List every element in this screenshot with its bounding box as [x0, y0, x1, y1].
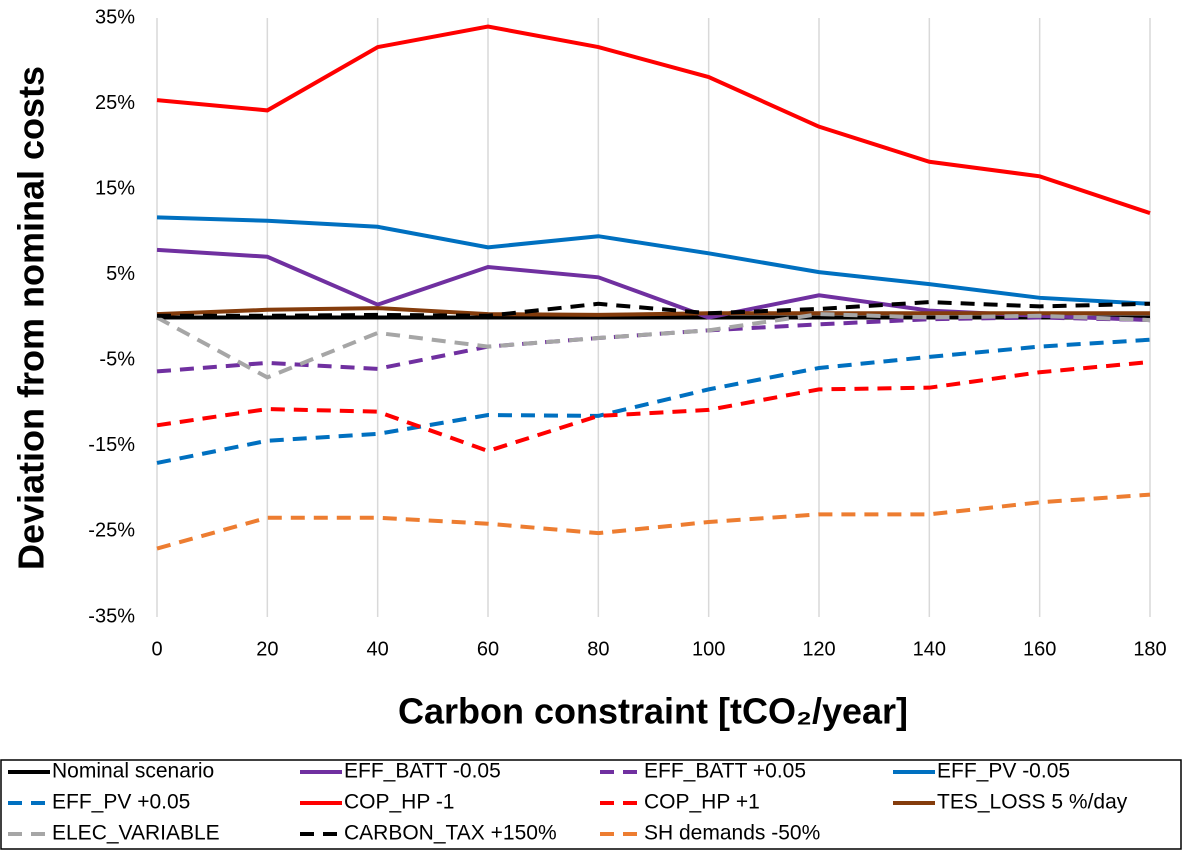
legend-label: TES_LOSS 5 %/day: [937, 791, 1128, 814]
legend-label: EFF_PV +0.05: [52, 791, 190, 814]
series-line: [156, 312, 1151, 380]
series-line: [156, 492, 1151, 551]
legend-label: COP_HP -1: [344, 791, 455, 814]
series-line: [157, 300, 1151, 318]
y-tick-label: -5%: [99, 349, 135, 371]
x-tick-label: 140: [913, 638, 946, 660]
legend-label: SH demands -50%: [644, 822, 820, 845]
series-line: [156, 360, 1151, 454]
x-tick-label: 180: [1133, 638, 1166, 660]
x-tick-label: 40: [367, 638, 389, 660]
x-tick-label: 20: [256, 638, 278, 660]
x-tick-label: 120: [802, 638, 835, 660]
x-tick-label: 160: [1023, 638, 1056, 660]
legend-box: [0, 759, 1182, 850]
legend-label: ELEC_VARIABLE: [52, 822, 220, 845]
y-tick-label: -15%: [88, 434, 135, 456]
legend-label: EFF_PV -0.05: [937, 760, 1070, 783]
y-tick-label: 15%: [95, 177, 135, 199]
x-tick-label: 80: [587, 638, 609, 660]
legend-label: Nominal scenario: [52, 760, 214, 783]
y-axis-title: Deviation from nominal costs: [11, 66, 52, 570]
series-line: [156, 24, 1151, 216]
y-tick-label: -25%: [88, 520, 135, 542]
y-tick-label: 35%: [95, 6, 135, 28]
legend-label: CARBON_TAX +150%: [344, 822, 557, 845]
x-tick-label: 60: [477, 638, 499, 660]
legend-label: EFF_BATT +0.05: [644, 760, 806, 783]
x-axis-title: Carbon constraint [tCO₂/year]: [398, 691, 908, 732]
legend-label: COP_HP +1: [644, 791, 760, 814]
y-tick-label: 25%: [95, 92, 135, 114]
series-line: [156, 306, 1150, 317]
y-tick-label: -35%: [88, 605, 135, 627]
x-tick-label: 100: [692, 638, 725, 660]
x-tick-label: 0: [151, 638, 162, 660]
legend-label: EFF_BATT -0.05: [344, 760, 501, 783]
y-tick-label: 5%: [106, 263, 135, 285]
series-line: [156, 337, 1151, 465]
series-line: [156, 215, 1151, 306]
